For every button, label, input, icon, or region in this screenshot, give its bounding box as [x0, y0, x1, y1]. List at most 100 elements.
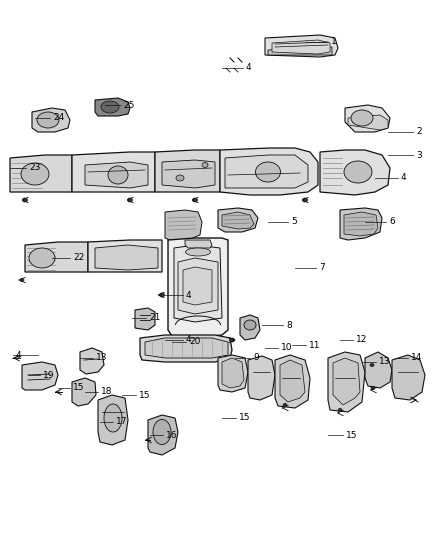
- Ellipse shape: [20, 279, 24, 281]
- Text: 24: 24: [53, 114, 64, 123]
- Text: 11: 11: [309, 341, 321, 350]
- Polygon shape: [218, 355, 248, 392]
- Text: 4: 4: [186, 335, 192, 344]
- Polygon shape: [392, 355, 425, 400]
- Polygon shape: [165, 210, 202, 240]
- Polygon shape: [328, 352, 365, 412]
- Text: 13: 13: [379, 358, 391, 367]
- Ellipse shape: [230, 338, 234, 342]
- Polygon shape: [32, 108, 70, 132]
- Text: 14: 14: [411, 353, 422, 362]
- Text: 23: 23: [29, 164, 40, 173]
- Ellipse shape: [127, 198, 133, 202]
- Ellipse shape: [176, 175, 184, 181]
- Polygon shape: [240, 315, 260, 340]
- Polygon shape: [72, 152, 155, 192]
- Polygon shape: [365, 352, 392, 388]
- Ellipse shape: [21, 163, 49, 185]
- Polygon shape: [344, 212, 378, 236]
- Ellipse shape: [202, 163, 208, 167]
- Polygon shape: [140, 335, 232, 362]
- Ellipse shape: [192, 198, 198, 202]
- Polygon shape: [148, 415, 178, 455]
- Text: 8: 8: [286, 320, 292, 329]
- Text: 17: 17: [116, 417, 127, 426]
- Polygon shape: [345, 105, 390, 132]
- Ellipse shape: [338, 408, 342, 411]
- Polygon shape: [183, 267, 212, 305]
- Text: 15: 15: [239, 414, 251, 423]
- Ellipse shape: [344, 161, 372, 183]
- Text: 21: 21: [149, 313, 160, 322]
- Polygon shape: [248, 356, 275, 400]
- Polygon shape: [340, 208, 382, 240]
- Text: 9: 9: [253, 353, 259, 362]
- Text: 4: 4: [186, 290, 192, 300]
- Polygon shape: [10, 155, 72, 192]
- Polygon shape: [25, 242, 88, 272]
- Polygon shape: [265, 35, 338, 57]
- Polygon shape: [88, 240, 162, 272]
- Polygon shape: [275, 355, 310, 408]
- Polygon shape: [135, 308, 155, 330]
- Text: 4: 4: [401, 174, 406, 182]
- Ellipse shape: [370, 364, 374, 367]
- Polygon shape: [222, 212, 254, 229]
- Polygon shape: [225, 155, 308, 188]
- Text: 7: 7: [319, 263, 325, 272]
- Polygon shape: [220, 148, 318, 195]
- Polygon shape: [280, 360, 305, 402]
- Text: 15: 15: [139, 391, 151, 400]
- Polygon shape: [162, 160, 215, 188]
- Ellipse shape: [104, 404, 122, 432]
- Text: 4: 4: [246, 63, 251, 72]
- Polygon shape: [168, 238, 228, 338]
- Polygon shape: [80, 348, 104, 374]
- Text: 12: 12: [356, 335, 367, 344]
- Text: 10: 10: [281, 343, 293, 352]
- Polygon shape: [218, 208, 258, 232]
- Ellipse shape: [283, 403, 287, 407]
- Text: 3: 3: [416, 150, 422, 159]
- Text: 5: 5: [291, 217, 297, 227]
- Text: 16: 16: [166, 431, 177, 440]
- Text: 22: 22: [73, 254, 84, 262]
- Polygon shape: [333, 358, 360, 405]
- Ellipse shape: [29, 248, 55, 268]
- Ellipse shape: [351, 110, 373, 126]
- Text: 25: 25: [123, 101, 134, 109]
- Text: 19: 19: [43, 370, 54, 379]
- Polygon shape: [22, 362, 58, 390]
- Polygon shape: [348, 115, 388, 130]
- Text: 6: 6: [389, 217, 395, 227]
- Polygon shape: [320, 150, 390, 195]
- Ellipse shape: [244, 320, 256, 330]
- Text: 13: 13: [96, 353, 107, 362]
- Polygon shape: [98, 395, 128, 445]
- Polygon shape: [155, 150, 220, 192]
- Ellipse shape: [371, 386, 375, 390]
- Ellipse shape: [255, 162, 280, 182]
- Text: 15: 15: [346, 431, 357, 440]
- Polygon shape: [185, 240, 212, 248]
- Polygon shape: [72, 378, 96, 406]
- Polygon shape: [268, 47, 332, 55]
- Text: 20: 20: [189, 337, 200, 346]
- Ellipse shape: [303, 198, 307, 202]
- Ellipse shape: [153, 419, 171, 445]
- Ellipse shape: [37, 112, 59, 128]
- Text: 2: 2: [416, 127, 422, 136]
- Text: 4: 4: [16, 351, 21, 359]
- Polygon shape: [174, 245, 222, 322]
- Text: 18: 18: [101, 387, 113, 397]
- Polygon shape: [95, 98, 130, 116]
- Ellipse shape: [186, 248, 211, 256]
- Polygon shape: [145, 338, 228, 358]
- Ellipse shape: [159, 293, 165, 297]
- Ellipse shape: [108, 166, 128, 184]
- Polygon shape: [222, 358, 244, 388]
- Polygon shape: [95, 245, 158, 270]
- Ellipse shape: [22, 198, 28, 202]
- Text: 15: 15: [73, 384, 85, 392]
- Ellipse shape: [101, 101, 119, 113]
